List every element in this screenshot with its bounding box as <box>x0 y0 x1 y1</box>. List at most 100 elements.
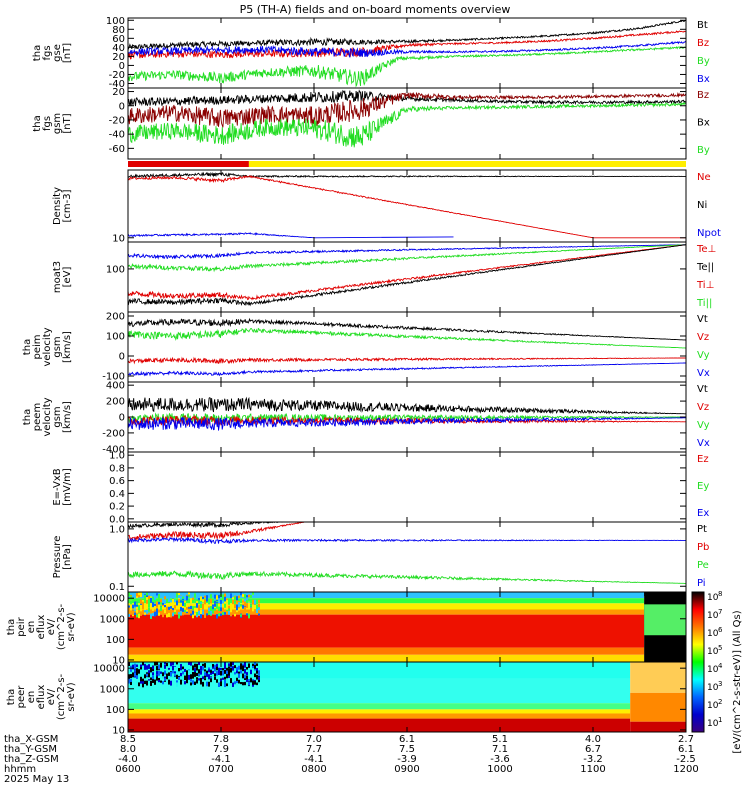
heat-pixel <box>140 608 142 613</box>
heat-pixel <box>204 663 206 668</box>
heat-pixel <box>158 595 160 599</box>
heat-pixel <box>180 611 182 616</box>
heat-pixel <box>136 595 138 598</box>
heat-pixel <box>158 612 160 616</box>
heat-pixel <box>252 608 254 612</box>
panel-temp: 100 moat3 [eV] Te⊥ Te|| Ti⊥ Ti|| <box>52 241 716 313</box>
heat-pixel <box>214 676 216 680</box>
heat-pixel <box>228 666 230 669</box>
heat-pixel <box>152 602 154 608</box>
heat-pixel <box>186 672 188 678</box>
heat-pixel <box>190 598 192 604</box>
orbit-axis: tha_X-GSM 8.5 7.8 7.0 6.1 5.1 4.0 2.7 tha_Y-GSM 8… <box>4 734 699 785</box>
heat-pixel <box>174 674 176 677</box>
heat-pixel <box>216 673 218 679</box>
heat-pixel <box>222 680 224 685</box>
heat-pixel <box>170 600 172 603</box>
heat-pixel <box>198 600 200 605</box>
colorbar-exponent: 6 <box>718 626 723 634</box>
heat-pixel <box>186 607 188 611</box>
heat-pixel <box>254 662 256 666</box>
y-label-line: [km/s] <box>62 331 73 363</box>
heat-pixel <box>174 669 176 674</box>
heat-pixel <box>220 611 222 615</box>
orbit-value: 6.7 <box>585 744 601 755</box>
heat-pixel <box>168 671 170 676</box>
heat-pixel <box>216 603 218 606</box>
heat-pixel <box>230 609 232 613</box>
series-Te⊥ <box>128 244 686 301</box>
orbit-value: 7.5 <box>399 744 415 755</box>
heat-pixel <box>250 604 252 607</box>
heat-pixel <box>214 664 216 669</box>
orbit-value: 8.5 <box>120 734 136 745</box>
heat-pixel <box>242 594 244 598</box>
heat-pixel <box>242 605 244 609</box>
heat-pixel <box>136 668 138 673</box>
heat-pixel <box>174 605 176 609</box>
heat-pixel <box>224 662 226 667</box>
heat-band <box>128 609 645 615</box>
y-label-line: tha <box>22 339 33 355</box>
y-axis-label: tha peir en eflux eV/(cm^2-s-sr-eV) <box>6 603 77 650</box>
heat-pixel <box>188 592 190 595</box>
heat-pixel <box>204 678 206 681</box>
heat-pixel <box>256 604 258 609</box>
heat-pixel <box>162 598 164 603</box>
y-axis-label: Density [cm-3] <box>52 187 73 225</box>
orbit-value: -2.5 <box>676 754 696 765</box>
heat-pixel <box>172 607 174 611</box>
heat-band <box>128 654 645 662</box>
y-label-line: tha <box>6 689 17 705</box>
heat-pixel <box>202 674 204 680</box>
heat-pixel <box>182 596 184 599</box>
heat-pixel <box>144 665 146 670</box>
heat-pixel <box>194 603 196 607</box>
heat-pixel <box>130 667 132 672</box>
heat-pixel <box>252 663 254 666</box>
y-axis-label: tha fgs gse [nT] <box>32 43 73 63</box>
heat-pixel <box>246 677 248 683</box>
heat-pixel <box>182 600 184 605</box>
heat-pixel <box>150 681 152 686</box>
heat-pixel <box>232 597 234 600</box>
colorbar-tick: 10 <box>707 719 719 729</box>
orbit-value: 1000 <box>487 764 512 775</box>
legend-Bx: Bx <box>697 118 710 129</box>
heat-pixel <box>134 666 136 670</box>
heat-pixel <box>198 662 200 666</box>
heat-pixel <box>228 668 230 671</box>
heat-pixel <box>252 680 254 685</box>
colorbar-exponent: 8 <box>718 590 722 598</box>
heat-pixel <box>170 614 172 618</box>
series-Vy <box>128 412 686 424</box>
heat-pixel <box>200 602 202 606</box>
heat-pixel <box>232 666 234 671</box>
series-Vt <box>128 396 686 415</box>
status-bar-red <box>128 161 249 167</box>
heat-pixel <box>142 603 144 609</box>
heat-pixel <box>132 597 134 602</box>
heat-pixel <box>228 670 230 674</box>
legend-Ti||: Ti|| <box>696 298 712 309</box>
heat-pixel <box>186 595 188 601</box>
heat-pixel <box>138 669 140 674</box>
heat-pixel <box>166 664 168 669</box>
heat-pixel <box>160 599 162 603</box>
heat-pixel <box>164 670 166 675</box>
heat-pixel <box>226 605 228 610</box>
heat-pixel <box>148 664 150 669</box>
heat-pixel <box>158 670 160 676</box>
heat-pixel <box>160 673 162 679</box>
y-tick-label: 0 <box>119 413 125 424</box>
heat-pixel <box>198 678 200 681</box>
heat-pixel <box>128 592 130 597</box>
heat-pixel <box>208 600 210 604</box>
heat-pixel <box>188 594 190 598</box>
heat-pixel <box>196 594 198 600</box>
heat-pixel <box>132 672 134 676</box>
orbit-row-label: tha_Y-GSM <box>4 744 57 755</box>
y-tick-label: 1.0 <box>109 451 125 462</box>
heat-pixel <box>146 592 148 596</box>
